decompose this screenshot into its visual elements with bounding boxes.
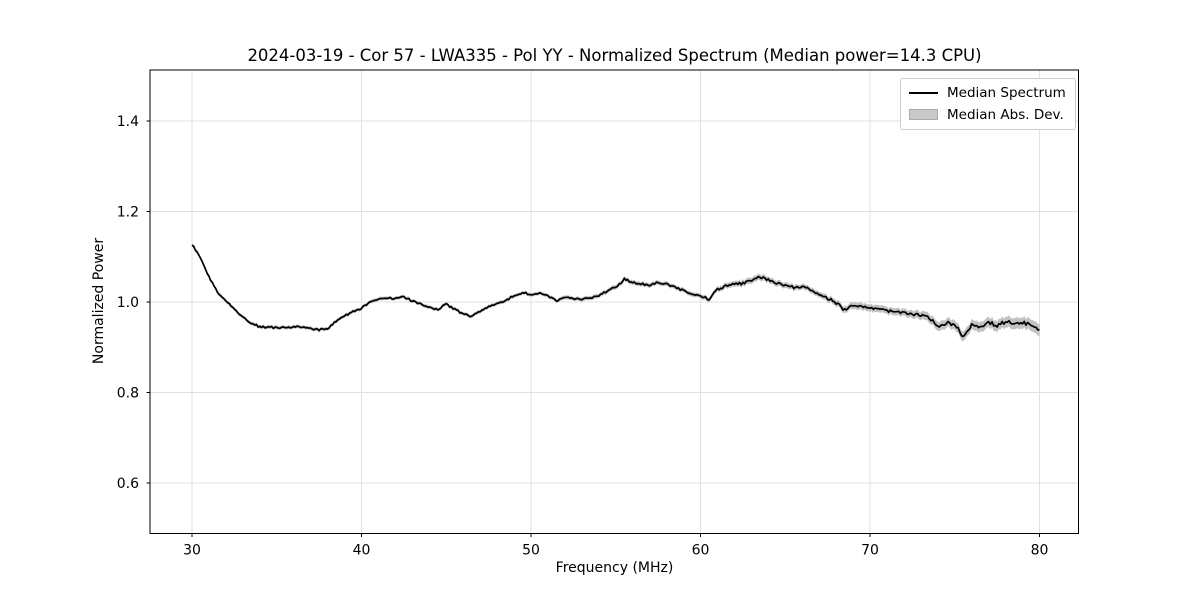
median-spectrum-line: [191, 244, 1040, 338]
mad-band: [192, 243, 1040, 342]
y-tick-label: 1.0: [117, 295, 139, 311]
x-tick-label: 30: [183, 543, 201, 559]
x-tick-label: 70: [861, 543, 879, 559]
x-tick-label: 80: [1031, 543, 1049, 559]
y-tick-label: 0.8: [117, 386, 139, 402]
x-tick-label: 60: [692, 543, 710, 559]
x-axis-label: Frequency (MHz): [555, 560, 674, 576]
legend-label-median-abs-dev: Median Abs. Dev.: [947, 106, 1064, 123]
x-tick-label: 50: [522, 543, 540, 559]
line-swatch-icon: [909, 91, 938, 94]
legend-label-median-spectrum: Median Spectrum: [947, 84, 1066, 101]
legend-item-median-abs-dev: Median Abs. Dev.: [909, 106, 1066, 123]
y-tick-label: 0.6: [117, 476, 139, 492]
patch-swatch-icon: [909, 109, 938, 120]
y-tick-label: 1.2: [117, 205, 139, 221]
legend-item-median-spectrum: Median Spectrum: [909, 84, 1066, 101]
legend: Median Spectrum Median Abs. Dev.: [900, 78, 1076, 130]
x-tick-label: 40: [353, 543, 371, 559]
y-axis-label: Normalized Power: [91, 237, 107, 365]
y-tick-label: 1.4: [117, 114, 139, 130]
chart-title: 2024-03-19 - Cor 57 - LWA335 - Pol YY - …: [247, 46, 982, 65]
